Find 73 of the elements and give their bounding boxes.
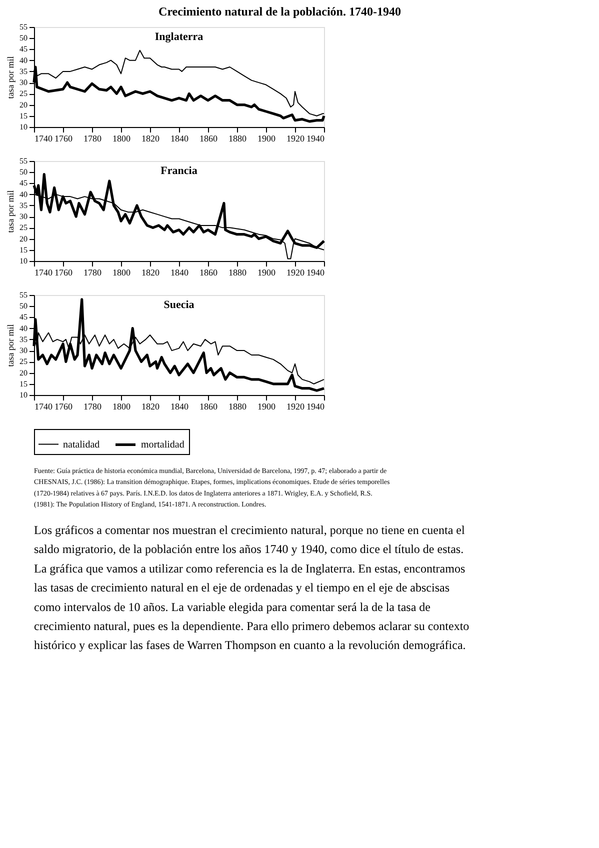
y-tick-label: 25 [20,89,28,98]
y-tick-label: 10 [20,390,28,400]
y-tick-label: 35 [20,200,28,210]
legend-label: mortalidad [141,440,184,451]
x-tick-label: 1880 [228,402,247,412]
x-tick-label: 1940 [306,268,325,278]
y-tick-label: 20 [20,368,28,378]
x-tick-label: 1780 [84,268,102,278]
chart-subtitle: Suecia [164,299,195,311]
y-tick-label: 15 [20,111,28,120]
y-tick-label: 25 [20,357,28,366]
x-tick-label: 1920 [286,134,305,144]
x-tick-label: 1880 [228,268,247,278]
x-tick-label: 1780 [84,402,102,412]
x-tick-label: 1800 [112,402,131,412]
text: Los gráficos a comentar nos muestran el crecimiento natural, porque no tiene en cuenta el saldo migratorio, de la población entre los años 1740 y 1940, como dice el título de estas. La gráfica que vamos a utilizar como referencia es la de Inglaterra. En estas, encontramos las tasas de crecimiento natural en el eje de ordenadas y el tiempo en el eje de abscisas como intervalos de 10 años. La variable elegida para comentar será la de la tasa de crecimiento natural, pues es la dependiente. Para ello primero debemos aclarar su contexto histórico y explicar las fases de Warren Thompson en cuanto a la revolución demográfica. [34,523,470,652]
y-tick-label: 25 [20,223,28,232]
y-tick-label: 50 [20,302,28,311]
x-tick-label: 1880 [228,134,247,144]
x-tick-label: 1800 [112,134,131,144]
chart-subtitle: Inglaterra [154,31,204,43]
y-axis-title: tasa por mil [6,56,16,99]
y-tick-label: 20 [20,100,28,110]
x-tick-label: 1740 [34,134,53,144]
x-tick-label: 1760 [54,134,73,144]
x-tick-label: 1820 [142,402,160,412]
y-tick-label: 40 [20,324,28,333]
y-tick-label: 10 [20,256,28,266]
y-tick-label: 45 [20,44,28,54]
x-tick-label: 1820 [142,268,160,278]
x-tick-label: 1780 [84,134,102,144]
x-tick-label: 1840 [170,268,189,278]
x-tick-label: 1840 [170,402,189,412]
y-tick-label: 30 [20,346,28,356]
y-tick-label: 55 [20,156,28,166]
y-tick-label: 30 [20,78,28,88]
legend-label: natalidad [63,439,100,450]
chart-subtitle: Francia [160,165,198,177]
x-tick-label: 1900 [258,268,276,278]
y-tick-label: 30 [20,212,28,222]
x-tick-label: 1900 [258,402,276,412]
y-axis-title: tasa por mil [6,324,16,367]
y-tick-label: 45 [20,178,28,188]
x-tick-label: 1860 [200,268,218,278]
x-tick-label: 1900 [258,134,276,144]
x-tick-label: 1800 [112,268,131,278]
y-tick-label: 55 [20,290,28,300]
y-tick-label: 40 [20,190,28,199]
x-tick-label: 1740 [34,402,53,412]
y-tick-label: 10 [20,122,28,132]
x-tick-label: 1940 [306,402,325,412]
x-tick-label: 1740 [34,268,53,278]
x-tick-label: 1940 [306,134,325,144]
x-tick-label: 1840 [170,134,189,144]
y-tick-label: 50 [20,34,28,43]
y-tick-label: 55 [20,22,28,32]
x-tick-label: 1920 [286,402,305,412]
x-tick-label: 1760 [54,268,73,278]
y-tick-label: 45 [20,312,28,322]
y-tick-label: 35 [20,66,28,76]
y-tick-label: 15 [20,379,28,388]
y-tick-label: 15 [20,245,28,254]
y-axis-title: tasa por mil [6,190,16,233]
y-tick-label: 20 [20,234,28,244]
x-tick-label: 1860 [200,134,218,144]
y-tick-label: 35 [20,334,28,344]
chart-title: Crecimiento natural de la población. 1740-1940 [158,4,401,18]
x-tick-label: 1860 [200,402,218,412]
x-tick-label: 1920 [286,268,305,278]
y-tick-label: 50 [20,168,28,177]
y-tick-label: 40 [20,56,28,65]
x-tick-label: 1760 [54,402,73,412]
x-tick-label: 1820 [142,134,160,144]
